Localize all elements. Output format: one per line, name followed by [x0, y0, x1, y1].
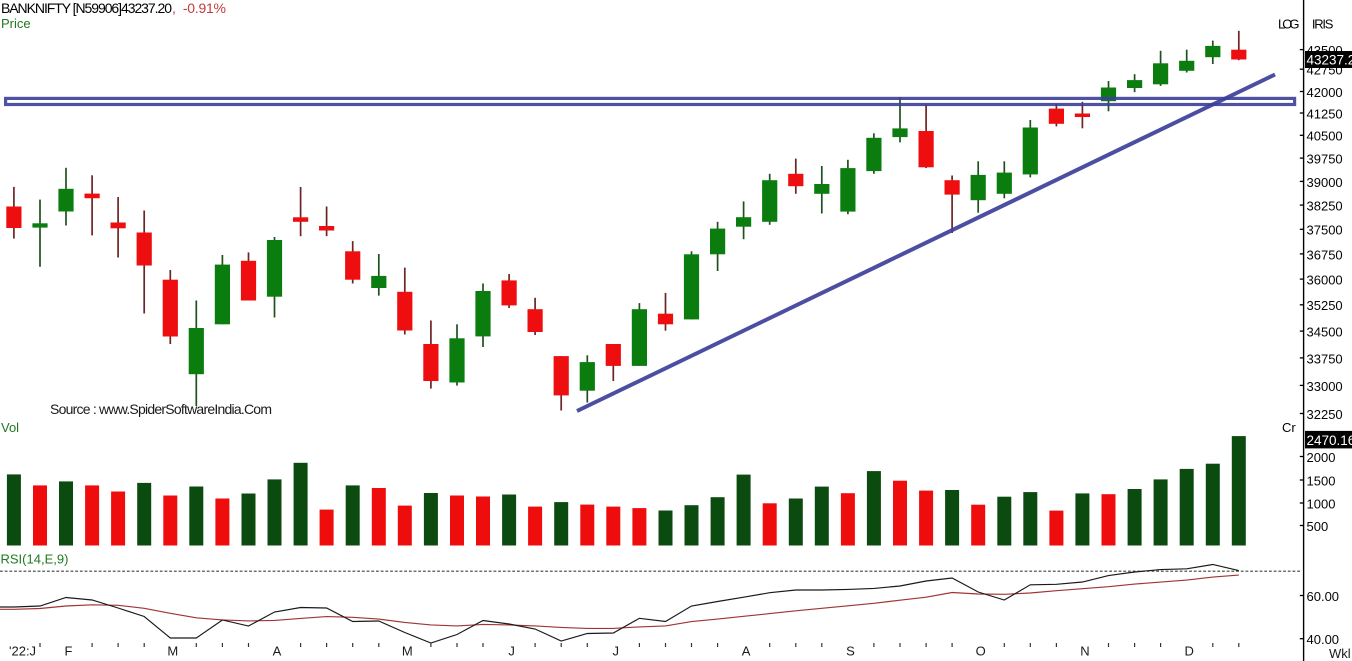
- svg-text:2000: 2000: [1307, 450, 1336, 465]
- svg-text:39000: 39000: [1307, 175, 1343, 190]
- svg-text:33000: 33000: [1307, 379, 1343, 394]
- svg-text:1000: 1000: [1307, 496, 1336, 511]
- svg-text:Source : www.SpiderSoftwareInd: Source : www.SpiderSoftwareIndia.Com: [50, 401, 272, 417]
- svg-text:42000: 42000: [1307, 85, 1343, 100]
- svg-text:Price: Price: [1, 16, 31, 31]
- svg-text:Wkl: Wkl: [1329, 646, 1351, 661]
- svg-text:'22:J: '22:J: [9, 644, 36, 659]
- svg-text:40500: 40500: [1307, 129, 1343, 144]
- svg-text:M: M: [402, 644, 413, 659]
- svg-text:LOG: LOG: [1278, 16, 1300, 31]
- svg-text:BANKNIFTY [N59906]43237.20: BANKNIFTY [N59906]43237.20: [1, 0, 172, 16]
- svg-text:2470.16: 2470.16: [1307, 433, 1352, 448]
- svg-text:1500: 1500: [1307, 473, 1336, 488]
- svg-text:37500: 37500: [1307, 223, 1343, 238]
- svg-text:IRIS: IRIS: [1312, 16, 1334, 31]
- svg-text:60.00: 60.00: [1307, 589, 1340, 604]
- svg-text:36000: 36000: [1307, 273, 1343, 288]
- svg-text:41250: 41250: [1307, 106, 1343, 121]
- svg-text:J: J: [508, 644, 515, 659]
- svg-text:O: O: [976, 644, 986, 659]
- svg-text:S: S: [846, 644, 855, 659]
- svg-text:D: D: [1185, 644, 1194, 659]
- svg-text:35250: 35250: [1307, 298, 1343, 313]
- svg-text:M: M: [167, 644, 178, 659]
- svg-text:33750: 33750: [1307, 351, 1343, 366]
- svg-text:500: 500: [1307, 519, 1329, 534]
- svg-text:F: F: [65, 644, 73, 659]
- svg-text:Cr: Cr: [1282, 420, 1296, 435]
- svg-text:RSI(14,E,9): RSI(14,E,9): [1, 552, 69, 567]
- svg-text:Vol: Vol: [1, 420, 19, 435]
- svg-text:39750: 39750: [1307, 152, 1343, 167]
- svg-text:N: N: [1080, 644, 1089, 659]
- svg-text:32250: 32250: [1307, 407, 1343, 422]
- svg-text:36750: 36750: [1307, 247, 1343, 262]
- svg-text:38250: 38250: [1307, 199, 1343, 214]
- svg-text:40.00: 40.00: [1307, 632, 1340, 647]
- svg-text:34500: 34500: [1307, 325, 1343, 340]
- svg-text:43237.2: 43237.2: [1307, 53, 1352, 68]
- svg-text:A: A: [273, 644, 282, 659]
- svg-text:A: A: [742, 644, 751, 659]
- svg-text:J: J: [613, 644, 620, 659]
- svg-text:, -0.91%: , -0.91%: [172, 0, 226, 16]
